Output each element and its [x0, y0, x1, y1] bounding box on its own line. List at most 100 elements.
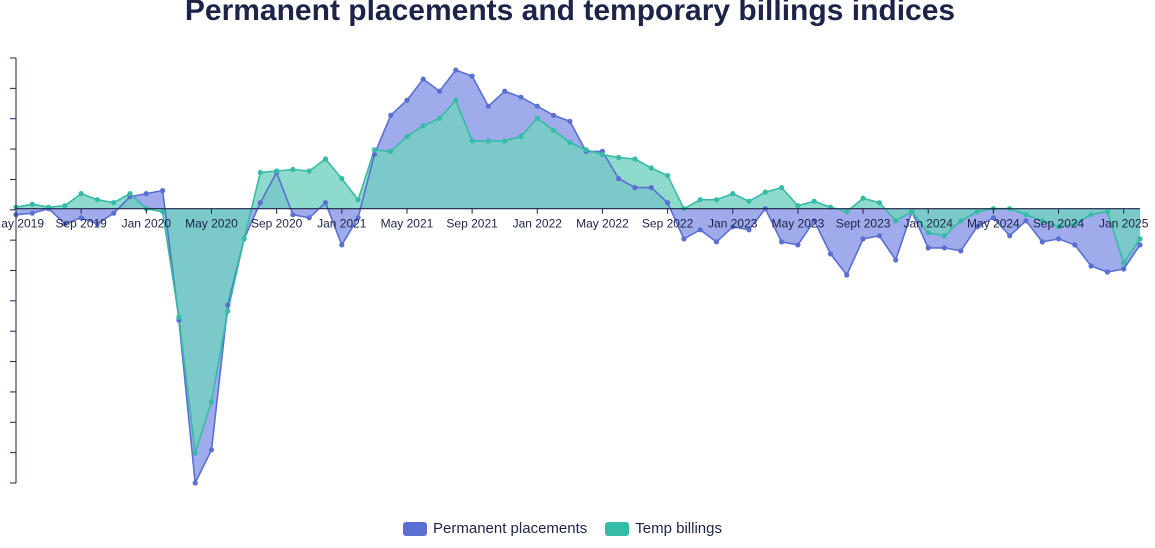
point-temp — [420, 123, 426, 129]
point-temp — [583, 147, 589, 153]
point-permanent — [779, 239, 785, 245]
point-temp — [241, 236, 247, 242]
x-tick-labels: ay 2019 Sep 2019 Jan 2020 May 2020 Sep 2020 J… — [1, 217, 1148, 231]
point-temp — [958, 218, 964, 224]
point-permanent — [893, 257, 899, 263]
point-temp — [1072, 221, 1078, 227]
point-temp — [176, 314, 182, 320]
point-temp — [94, 197, 100, 203]
point-temp — [844, 209, 850, 215]
point-temp — [208, 399, 215, 405]
axes — [10, 57, 1140, 484]
point-permanent — [534, 103, 540, 109]
x-tick-label: May 2022 — [576, 217, 629, 231]
point-temp — [404, 133, 410, 139]
legend-swatch-temp — [605, 521, 630, 536]
point-permanent — [404, 97, 410, 103]
point-permanent — [713, 239, 720, 245]
legend: Permanent placements Temp billings — [0, 520, 1125, 537]
point-temp — [160, 209, 166, 215]
point-temp — [730, 191, 736, 197]
point-temp — [1039, 218, 1045, 224]
point-permanent — [1072, 242, 1078, 248]
point-temp — [371, 147, 377, 153]
point-permanent — [551, 112, 557, 118]
series-points — [13, 67, 1143, 486]
point-temp — [893, 218, 899, 224]
point-temp — [909, 209, 915, 215]
point-temp — [29, 201, 35, 207]
x-tick-label: Jan 2025 — [1099, 217, 1149, 231]
point-permanent — [1137, 242, 1143, 248]
point-permanent — [469, 73, 475, 79]
point-permanent — [1039, 239, 1045, 245]
point-temp — [746, 198, 752, 204]
legend-swatch-permanent — [403, 521, 428, 536]
point-temp — [502, 138, 508, 144]
point-temp — [322, 156, 329, 162]
point-temp — [551, 127, 557, 133]
series-areas — [16, 70, 1140, 483]
point-temp — [1056, 224, 1062, 230]
x-tick-label: Sep 2019 — [55, 217, 107, 231]
point-temp — [192, 450, 198, 456]
point-temp — [274, 168, 280, 174]
point-temp — [257, 169, 263, 176]
point-permanent — [62, 221, 68, 227]
point-temp — [62, 203, 68, 209]
x-tick-label: Sep 2021 — [446, 217, 498, 231]
point-permanent — [876, 233, 883, 239]
point-permanent — [1104, 269, 1110, 275]
point-temp — [795, 203, 801, 209]
point-permanent — [420, 76, 426, 82]
point-permanent — [730, 224, 736, 230]
point-permanent — [941, 245, 948, 251]
point-permanent — [1056, 236, 1062, 242]
point-permanent — [388, 112, 394, 118]
point-permanent — [1088, 263, 1094, 269]
point-temp — [518, 133, 524, 139]
point-permanent — [518, 94, 524, 100]
point-permanent — [567, 118, 573, 124]
x-tick-label: May 2021 — [381, 217, 434, 231]
point-temp — [534, 115, 540, 121]
point-permanent — [958, 248, 964, 254]
point-temp — [941, 233, 948, 239]
x-tick-label: May 2020 — [185, 217, 238, 231]
point-temp — [632, 156, 638, 162]
point-permanent — [860, 236, 866, 242]
point-temp — [925, 230, 931, 236]
point-permanent — [974, 224, 980, 230]
point-permanent — [811, 218, 817, 224]
point-permanent — [322, 200, 329, 206]
point-permanent — [648, 185, 654, 191]
point-permanent — [257, 200, 263, 206]
point-permanent — [192, 480, 198, 486]
point-permanent — [990, 215, 997, 221]
legend-item-permanent[interactable]: Permanent placements — [403, 520, 587, 537]
x-tick-label: Jan 2024 — [904, 217, 954, 231]
point-temp — [1137, 236, 1143, 242]
point-permanent — [632, 185, 638, 191]
point-permanent — [485, 103, 491, 109]
point-temp — [648, 165, 654, 171]
point-temp — [485, 138, 491, 144]
x-tick-label: ay 2019 — [1, 217, 44, 231]
legend-item-temp[interactable]: Temp billings — [605, 520, 722, 537]
point-temp — [1104, 209, 1110, 215]
point-temp — [111, 200, 117, 206]
point-permanent — [94, 221, 100, 227]
point-temp — [453, 97, 459, 103]
x-tick-label: May 2024 — [967, 217, 1020, 231]
x-tick-label: Jan 2022 — [513, 217, 563, 231]
point-permanent — [844, 272, 850, 278]
point-permanent — [436, 88, 443, 94]
point-temp — [388, 148, 394, 154]
point-permanent — [208, 447, 215, 453]
point-permanent — [1121, 266, 1127, 272]
x-tick-label: Jan 2021 — [317, 217, 367, 231]
point-permanent — [143, 191, 149, 197]
x-tick-label: Jan 2020 — [122, 217, 172, 231]
point-temp — [1023, 212, 1029, 218]
